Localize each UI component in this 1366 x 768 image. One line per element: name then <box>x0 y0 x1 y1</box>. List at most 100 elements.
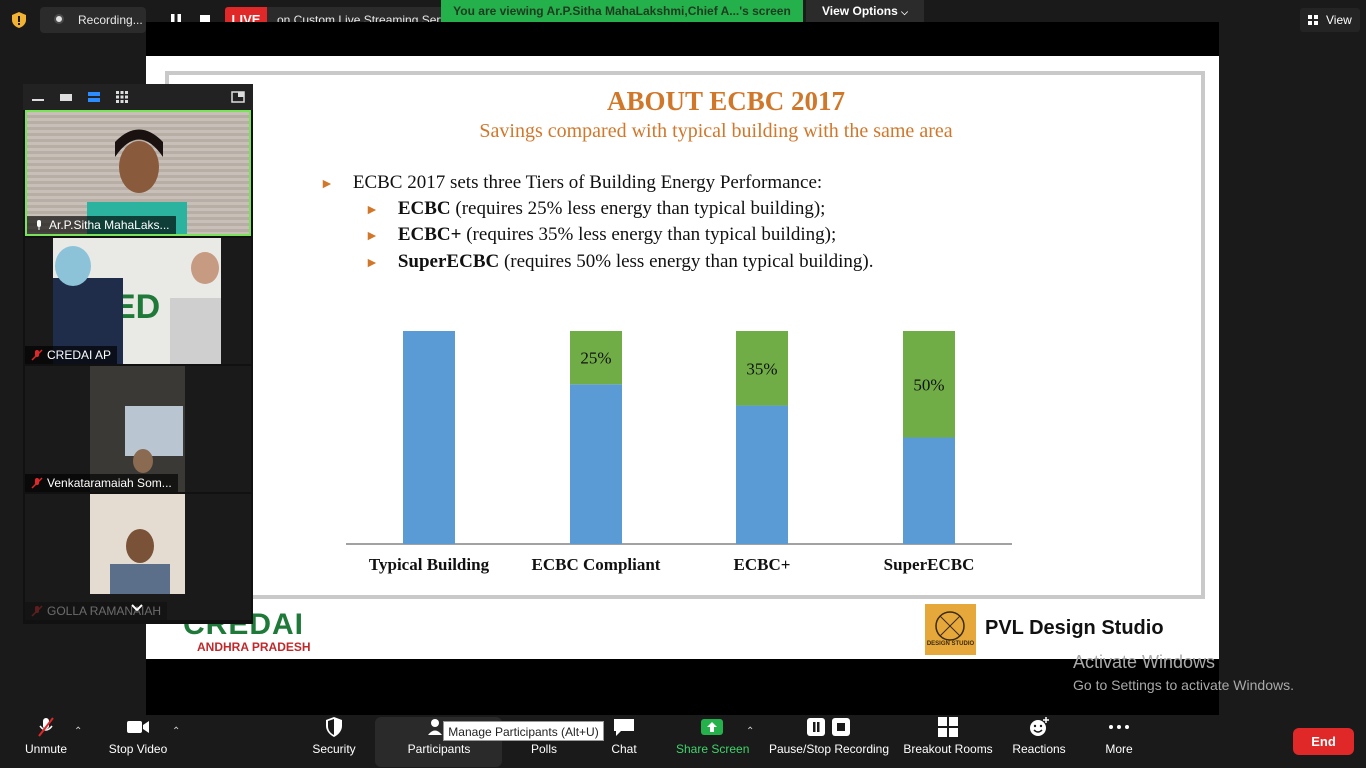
security-label: Security <box>312 742 356 756</box>
participant-video <box>25 494 251 620</box>
participant-name: Venkataramaiah Som... <box>47 476 172 490</box>
view-options-label: View Options <box>822 4 898 18</box>
participant-video <box>25 366 251 492</box>
polls-label: Polls <box>530 742 557 756</box>
video-panel-header <box>23 84 253 110</box>
chat-label: Chat <box>611 742 637 756</box>
bar-energy-0 <box>403 331 455 544</box>
more-button[interactable]: More <box>1099 716 1139 756</box>
participant-name: Ar.P.Sitha MahaLaks... <box>49 218 170 232</box>
bar-energy-1 <box>570 384 622 544</box>
viewing-screen-banner: You are viewing Ar.P.Sitha MahaLakshmi,C… <box>441 0 803 22</box>
participant-nameplate: Ar.P.Sitha MahaLaks... <box>27 216 176 234</box>
tier-text: (requires 50% less energy than typical b… <box>499 251 874 272</box>
data-label-3: 50% <box>913 375 944 394</box>
participant-nameplate: Venkataramaiah Som... <box>25 474 178 492</box>
bullet-tier-ecbc-plus: ► ECBC+ (requires 35% less energy than t… <box>365 224 836 246</box>
bullet-arrow-icon: ► <box>365 203 379 218</box>
category-label-0: Typical Building <box>369 555 490 574</box>
pause-stop-recording-button[interactable]: Pause/Stop Recording <box>768 716 890 756</box>
bar-savings-2 <box>736 331 788 406</box>
data-label-2: 35% <box>746 359 777 378</box>
category-label-2: ECBC+ <box>734 555 791 574</box>
stop-video-button[interactable]: Stop Video <box>105 716 171 756</box>
chat-bubble-icon <box>614 719 634 736</box>
participant-name: CREDAI AP <box>47 348 112 362</box>
tier-name: ECBC <box>397 198 451 219</box>
category-label-1: ECBC Compliant <box>532 555 661 574</box>
mic-muted-icon <box>31 605 43 617</box>
participants-button[interactable]: Participants <box>400 716 478 756</box>
security-button[interactable]: Security <box>308 716 360 756</box>
bar-savings-1 <box>570 331 622 385</box>
video-options-caret-icon[interactable]: ⌃ <box>172 726 181 737</box>
participant-nameplate: GOLLA RAMANAIAH <box>25 602 168 620</box>
unmute-button[interactable]: Unmute <box>22 716 70 756</box>
slide-subtitle: Savings compared with typical building w… <box>479 120 953 142</box>
activate-windows-subtitle: Go to Settings to activate Windows. <box>1073 677 1294 693</box>
scroll-down-chevron-icon[interactable] <box>130 603 144 613</box>
activate-windows-title: Activate Windows <box>1073 652 1216 672</box>
share-options-caret-icon[interactable]: ⌃ <box>746 726 755 737</box>
reactions-label: Reactions <box>1012 742 1066 756</box>
minimize-icon[interactable] <box>31 91 45 103</box>
pause-recording-icon[interactable] <box>170 14 182 26</box>
bullet-tier-ecbc: ► ECBC (requires 25% less energy than ty… <box>365 198 825 220</box>
view-layout-button[interactable]: View <box>1300 8 1360 32</box>
participant-nameplate: CREDAI AP <box>25 346 118 364</box>
end-meeting-button[interactable]: End <box>1293 728 1354 755</box>
audio-options-caret-icon[interactable]: ⌃ <box>74 726 83 737</box>
bullet-arrow-icon: ► <box>320 177 334 192</box>
shield-icon <box>326 717 342 737</box>
participants-icon <box>428 719 442 735</box>
credai-logo-subtitle: ANDHRA PRADESH <box>197 640 311 654</box>
grid-view-icon <box>1308 15 1318 25</box>
mic-muted-icon <box>31 477 43 489</box>
reactions-button[interactable]: Reactions <box>1010 716 1068 756</box>
bar-energy-2 <box>736 405 788 544</box>
participant-tile[interactable]: GOLLA RAMANAIAH <box>25 494 251 620</box>
participants-tooltip: Manage Participants (Alt+U) <box>443 721 604 741</box>
participant-tile[interactable]: Ar.P.Sitha MahaLaks... <box>25 110 251 236</box>
video-camera-icon <box>127 721 149 733</box>
bullet-arrow-icon: ► <box>365 256 379 271</box>
participant-tile[interactable]: Venkataramaiah Som... <box>25 366 251 492</box>
unmute-label: Unmute <box>24 742 68 756</box>
meeting-toolbar <box>0 715 1366 768</box>
breakout-rooms-label: Breakout Rooms <box>903 742 993 756</box>
data-label-1: 25% <box>580 349 611 368</box>
pvl-studio-name: PVL Design Studio <box>985 617 1164 639</box>
tier-text: (requires 25% less energy than typical b… <box>450 198 826 219</box>
participant-name: GOLLA RAMANAIAH <box>47 604 162 618</box>
pop-out-icon[interactable] <box>231 91 245 103</box>
share-screen-button[interactable]: Share Screen <box>676 716 749 756</box>
view-options-button[interactable]: View Options ⌵ <box>806 0 924 22</box>
chat-button[interactable]: Chat <box>604 716 644 756</box>
bullet-main-text: ECBC 2017 sets three Tiers of Building E… <box>352 172 823 193</box>
speaker-view-icon[interactable] <box>87 91 101 103</box>
mic-muted-icon <box>38 717 54 737</box>
bullet-tier-superecbc: ► SuperECBC (requires 50% less energy th… <box>365 251 874 273</box>
breakout-rooms-button[interactable]: Breakout Rooms <box>903 716 993 756</box>
bar-energy-3 <box>903 437 955 544</box>
security-shield-icon[interactable] <box>10 11 28 29</box>
category-label-3: SuperECBC <box>884 555 975 574</box>
slide-title: ABOUT ECBC 2017 <box>606 86 846 116</box>
hide-video-icon[interactable] <box>59 91 73 103</box>
energy-savings-chart: Typical Building 25% ECBC Compliant 35% ECBC… <box>346 331 1012 574</box>
bullet-arrow-icon: ► <box>365 229 379 244</box>
recording-dot-icon <box>54 14 64 24</box>
mic-muted-icon <box>31 349 43 361</box>
pause-stop-recording-icon <box>807 718 850 736</box>
pvl-logo-text: DESIGN STUDIO <box>926 641 975 647</box>
stop-video-label: Stop Video <box>108 742 168 756</box>
bullet-main: ► ECBC 2017 sets three Tiers of Building… <box>320 172 822 194</box>
tier-name: ECBC+ <box>397 224 462 245</box>
view-label: View <box>1326 13 1352 27</box>
reactions-smiley-icon <box>1030 717 1049 736</box>
slide-content-frame <box>165 71 1205 599</box>
gallery-view-icon[interactable] <box>115 91 129 103</box>
tier-name: SuperECBC <box>397 251 500 272</box>
stop-recording-icon[interactable] <box>200 15 210 25</box>
participant-tile[interactable]: ED CREDAI AP <box>25 238 251 364</box>
